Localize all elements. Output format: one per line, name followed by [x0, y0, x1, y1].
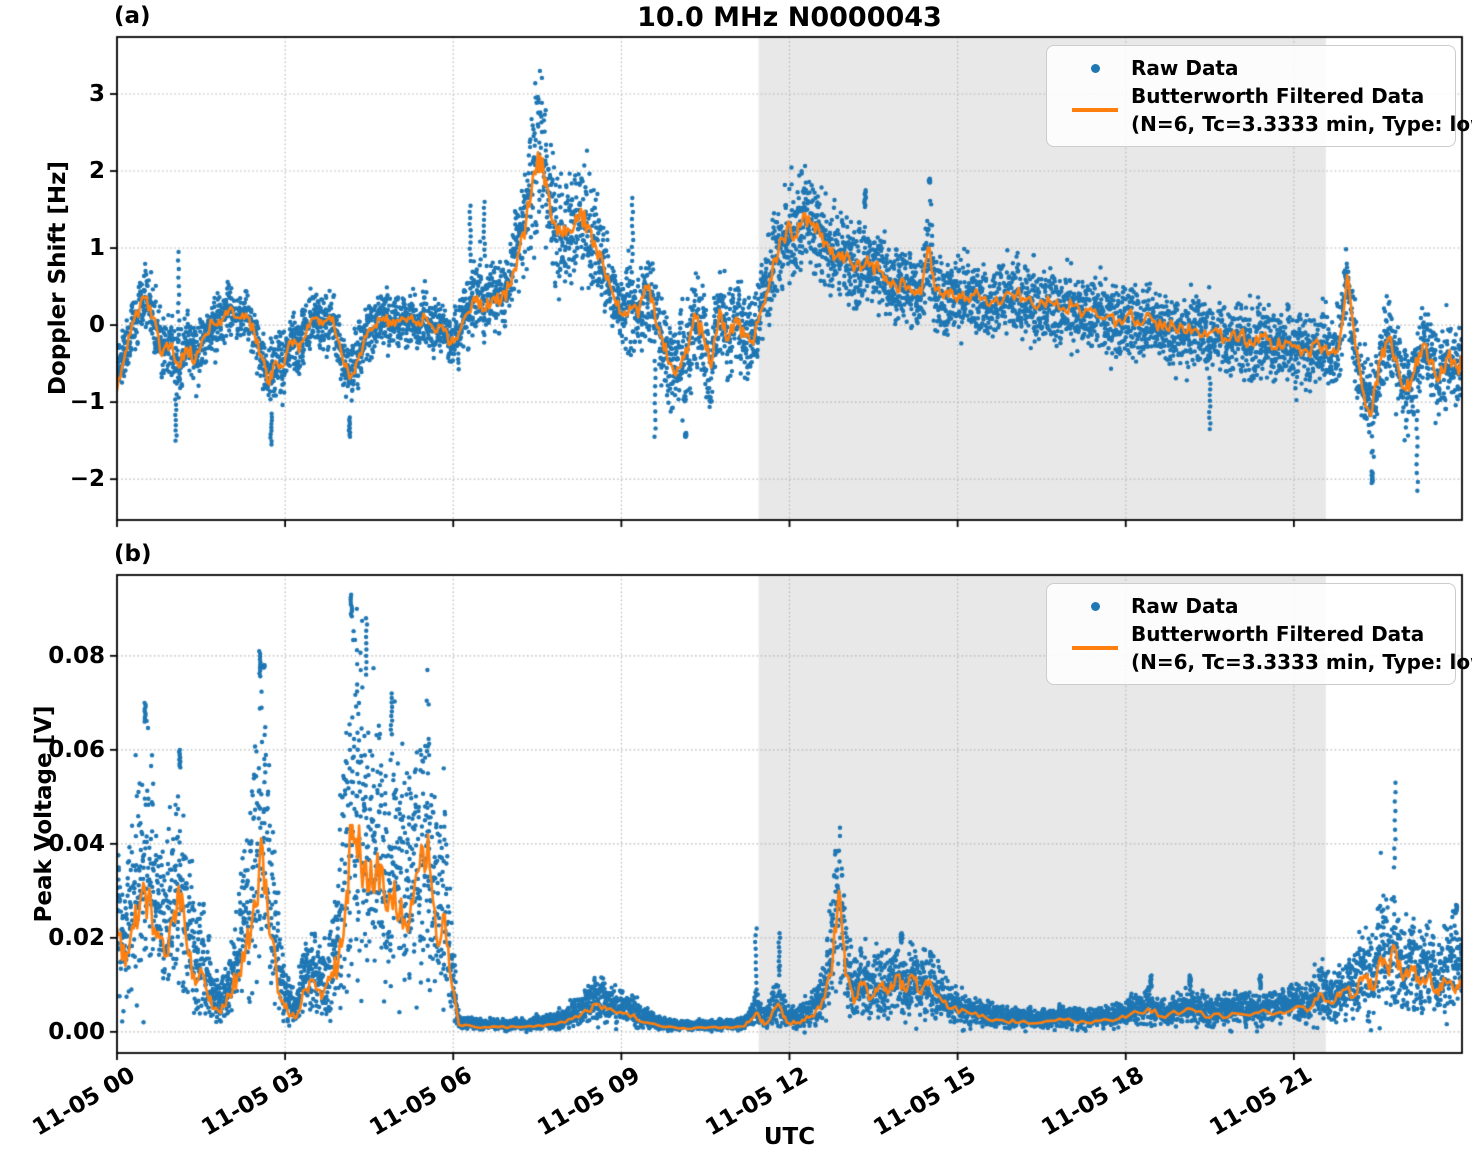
legend-raw-label: Raw Data — [1131, 594, 1239, 618]
y-axis-label-a: Doppler Shift [Hz] — [45, 160, 71, 396]
y-tick-label: 0.02 — [48, 924, 105, 951]
y-tick-label: 0.04 — [48, 830, 105, 857]
y-tick-label: 0.06 — [48, 736, 105, 763]
legend-panel-a: Raw Data Butterworth Filtered Data (N=6,… — [1046, 45, 1472, 147]
legend-raw-label: Raw Data — [1131, 56, 1239, 80]
legend-filtered-label-line1: Butterworth Filtered Data — [1131, 622, 1425, 646]
x-axis-label: UTC — [763, 1124, 816, 1150]
y-tick-label: −1 — [69, 389, 105, 416]
filtered-data-marker — [1059, 646, 1131, 650]
legend-filtered-label-line2: (N=6, Tc=3.3333 min, Type: low) — [1131, 650, 1472, 674]
y-tick-label: 0.00 — [48, 1018, 105, 1045]
y-tick-label: 1 — [88, 235, 105, 262]
filtered-data-marker — [1059, 108, 1131, 112]
legend-filtered-label-line1: Butterworth Filtered Data — [1131, 84, 1425, 108]
legend-filtered-label-line2: (N=6, Tc=3.3333 min, Type: low) — [1131, 112, 1472, 136]
y-tick-label: 0 — [88, 312, 105, 339]
legend-entry-raw: Raw Data — [1059, 592, 1455, 620]
y-tick-label: −2 — [69, 466, 105, 493]
panel-b-label: (b) — [114, 541, 152, 567]
legend-entry-filtered: Butterworth Filtered Data (N=6, Tc=3.333… — [1059, 82, 1472, 138]
legend-entry-raw: Raw Data — [1059, 54, 1455, 82]
y-tick-label: 3 — [88, 81, 105, 107]
y-tick-label: 0.08 — [48, 642, 105, 669]
legend-entry-filtered: Butterworth Filtered Data (N=6, Tc=3.333… — [1059, 620, 1472, 676]
legend-panel-b: Raw Data Butterworth Filtered Data (N=6,… — [1046, 583, 1472, 685]
raw-data-marker — [1059, 601, 1131, 611]
panel-a-label: (a) — [114, 3, 151, 29]
raw-data-marker — [1059, 63, 1131, 73]
chart-title: 10.0 MHz N0000043 — [637, 2, 942, 33]
y-tick-label: 2 — [88, 158, 105, 185]
